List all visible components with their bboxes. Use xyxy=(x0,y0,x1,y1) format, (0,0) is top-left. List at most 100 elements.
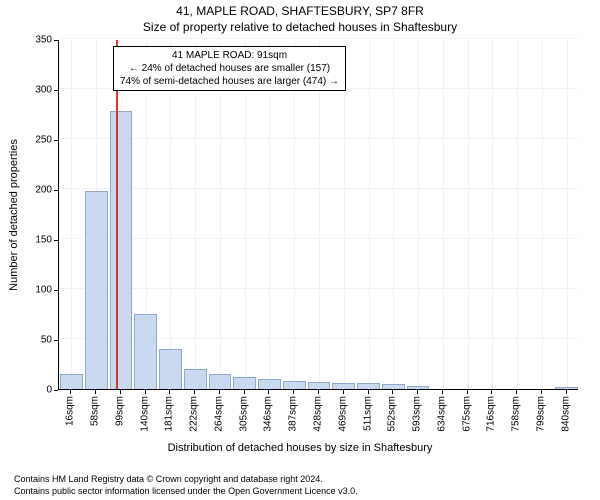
histogram-bar xyxy=(308,382,331,389)
x-tick-mark xyxy=(318,390,319,394)
x-tick-label: 99sqm xyxy=(114,396,125,426)
gridline-vertical xyxy=(269,40,270,389)
x-tick-label: 799sqm xyxy=(535,396,546,432)
gridline-vertical xyxy=(220,40,221,389)
histogram-bar xyxy=(258,379,281,389)
annotation-line2: ← 24% of detached houses are smaller (15… xyxy=(120,62,339,75)
gridline-vertical xyxy=(418,40,419,389)
y-tick-mark xyxy=(54,340,58,341)
reference-line xyxy=(116,40,118,389)
x-tick-mark xyxy=(244,390,245,394)
histogram-bar xyxy=(209,374,232,389)
x-tick-label: 716sqm xyxy=(486,396,497,432)
x-tick-mark xyxy=(566,390,567,394)
histogram-bar xyxy=(85,191,108,389)
x-tick-mark xyxy=(219,390,220,394)
chart-supertitle: 41, MAPLE ROAD, SHAFTESBURY, SP7 8FR xyxy=(176,4,424,18)
histogram-bar xyxy=(382,384,405,389)
gridline-vertical xyxy=(517,40,518,389)
gridline-vertical xyxy=(542,40,543,389)
x-tick-mark xyxy=(516,390,517,394)
x-tick-label: 264sqm xyxy=(213,396,224,432)
histogram-bar xyxy=(60,374,83,389)
y-tick-label: 0 xyxy=(0,385,52,396)
x-tick-mark xyxy=(491,390,492,394)
histogram-bar xyxy=(555,387,578,389)
x-tick-mark xyxy=(145,390,146,394)
gridline-horizontal xyxy=(59,238,578,239)
gridline-vertical xyxy=(195,40,196,389)
annotation-box: 41 MAPLE ROAD: 91sqm ← 24% of detached h… xyxy=(113,46,346,91)
gridline-vertical xyxy=(369,40,370,389)
x-tick-mark xyxy=(293,390,294,394)
gridline-vertical xyxy=(393,40,394,389)
histogram-bar xyxy=(407,386,430,389)
histogram-bar xyxy=(134,314,157,389)
attribution-line2: Contains public sector information licen… xyxy=(14,486,358,496)
histogram-bar xyxy=(332,383,355,389)
x-tick-label: 469sqm xyxy=(337,396,348,432)
gridline-vertical xyxy=(71,40,72,389)
x-axis-label: Distribution of detached houses by size … xyxy=(168,442,433,454)
y-tick-label: 350 xyxy=(0,35,52,46)
gridline-horizontal xyxy=(59,138,578,139)
x-tick-label: 140sqm xyxy=(139,396,150,432)
gridline-vertical xyxy=(294,40,295,389)
histogram-bar xyxy=(159,349,182,389)
x-tick-mark xyxy=(169,390,170,394)
gridline-vertical xyxy=(443,40,444,389)
x-tick-label: 305sqm xyxy=(238,396,249,432)
x-tick-mark xyxy=(268,390,269,394)
gridline-vertical xyxy=(492,40,493,389)
gridline-vertical xyxy=(170,40,171,389)
x-tick-mark xyxy=(368,390,369,394)
x-tick-label: 346sqm xyxy=(263,396,274,432)
gridline-horizontal xyxy=(59,288,578,289)
plot-area xyxy=(58,40,578,390)
x-tick-label: 511sqm xyxy=(362,396,373,431)
y-tick-mark xyxy=(54,40,58,41)
x-tick-label: 16sqm xyxy=(65,396,76,426)
x-tick-label: 387sqm xyxy=(288,396,299,432)
x-tick-label: 181sqm xyxy=(164,396,175,432)
x-tick-mark xyxy=(417,390,418,394)
x-tick-label: 428sqm xyxy=(313,396,324,432)
x-tick-mark xyxy=(120,390,121,394)
x-tick-label: 758sqm xyxy=(511,396,522,432)
gridline-vertical xyxy=(468,40,469,389)
y-tick-mark xyxy=(54,240,58,241)
y-tick-mark xyxy=(54,290,58,291)
y-axis-label: Number of detached properties xyxy=(8,139,20,291)
histogram-bar xyxy=(283,381,306,389)
x-tick-label: 222sqm xyxy=(189,396,200,432)
histogram-bar xyxy=(110,111,133,389)
x-tick-mark xyxy=(541,390,542,394)
y-tick-label: 300 xyxy=(0,85,52,96)
gridline-vertical xyxy=(245,40,246,389)
gridline-horizontal xyxy=(59,188,578,189)
x-tick-label: 634sqm xyxy=(436,396,447,432)
x-tick-mark xyxy=(392,390,393,394)
annotation-line1: 41 MAPLE ROAD: 91sqm xyxy=(120,49,339,62)
y-tick-mark xyxy=(54,390,58,391)
gridline-vertical xyxy=(344,40,345,389)
x-tick-label: 58sqm xyxy=(90,396,101,426)
attribution-line1: Contains HM Land Registry data © Crown c… xyxy=(14,474,323,484)
chart-title: Size of property relative to detached ho… xyxy=(143,20,457,34)
annotation-line3: 74% of semi-detached houses are larger (… xyxy=(120,75,339,88)
x-tick-label: 675sqm xyxy=(461,396,472,432)
x-tick-mark xyxy=(343,390,344,394)
x-tick-mark xyxy=(442,390,443,394)
y-tick-mark xyxy=(54,90,58,91)
y-tick-label: 50 xyxy=(0,335,52,346)
x-tick-label: 552sqm xyxy=(387,396,398,432)
x-tick-label: 593sqm xyxy=(412,396,423,432)
gridline-vertical xyxy=(567,40,568,389)
x-tick-mark xyxy=(70,390,71,394)
gridline-vertical xyxy=(319,40,320,389)
x-tick-mark xyxy=(194,390,195,394)
x-tick-mark xyxy=(95,390,96,394)
y-tick-mark xyxy=(54,140,58,141)
histogram-bar xyxy=(184,369,207,389)
histogram-bar xyxy=(233,377,256,389)
